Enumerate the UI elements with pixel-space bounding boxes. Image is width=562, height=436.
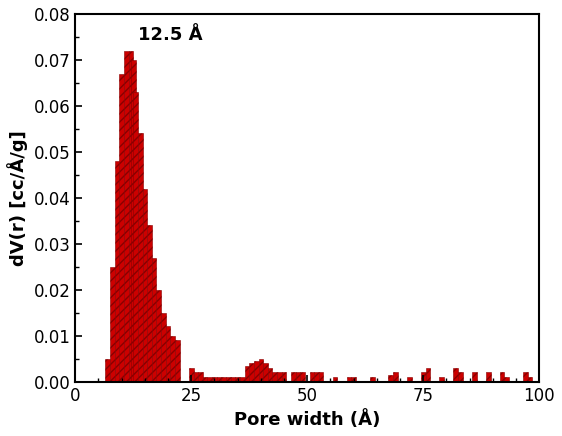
Bar [124, 51, 129, 382]
Bar [439, 377, 444, 382]
Bar [226, 377, 230, 382]
Bar [161, 313, 166, 382]
Bar [156, 290, 161, 382]
Bar [240, 377, 244, 382]
Bar [129, 51, 133, 382]
Bar [319, 372, 324, 382]
Bar [244, 365, 249, 382]
Bar [393, 372, 398, 382]
Bar [193, 372, 198, 382]
Bar [296, 372, 300, 382]
Bar [198, 372, 203, 382]
Bar [370, 377, 374, 382]
X-axis label: Pore width (Å): Pore width (Å) [234, 410, 380, 429]
Bar [106, 359, 110, 382]
Bar [147, 225, 152, 382]
Bar [486, 372, 491, 382]
Bar [347, 377, 351, 382]
Bar [388, 375, 393, 382]
Bar [500, 372, 505, 382]
Bar [133, 92, 138, 382]
Bar [212, 377, 217, 382]
Bar [235, 377, 240, 382]
Bar [282, 372, 287, 382]
Bar [351, 377, 356, 382]
Bar [268, 368, 273, 382]
Bar [166, 327, 170, 382]
Bar [314, 372, 319, 382]
Bar [203, 377, 207, 382]
Bar [131, 60, 135, 382]
Bar [230, 377, 235, 382]
Bar [273, 372, 277, 382]
Bar [333, 377, 337, 382]
Bar [221, 377, 226, 382]
Y-axis label: dV(r) [cc/Å/g]: dV(r) [cc/Å/g] [7, 130, 28, 266]
Bar [143, 189, 147, 382]
Bar [152, 258, 156, 382]
Bar [407, 377, 411, 382]
Bar [277, 372, 282, 382]
Bar [421, 372, 425, 382]
Bar [207, 377, 212, 382]
Bar [254, 361, 259, 382]
Bar [119, 74, 124, 382]
Bar [259, 359, 263, 382]
Bar [425, 368, 430, 382]
Bar [300, 372, 305, 382]
Bar [458, 372, 463, 382]
Bar [291, 372, 296, 382]
Bar [310, 372, 314, 382]
Bar [217, 377, 221, 382]
Bar [454, 368, 458, 382]
Bar [472, 372, 477, 382]
Bar [249, 363, 254, 382]
Text: 12.5 Å: 12.5 Å [138, 26, 202, 44]
Bar [505, 377, 509, 382]
Bar [175, 340, 180, 382]
Bar [170, 336, 175, 382]
Bar [263, 363, 268, 382]
Bar [110, 267, 115, 382]
Bar [523, 372, 528, 382]
Bar [189, 368, 193, 382]
Bar [138, 133, 143, 382]
Bar [528, 377, 532, 382]
Bar [115, 161, 119, 382]
